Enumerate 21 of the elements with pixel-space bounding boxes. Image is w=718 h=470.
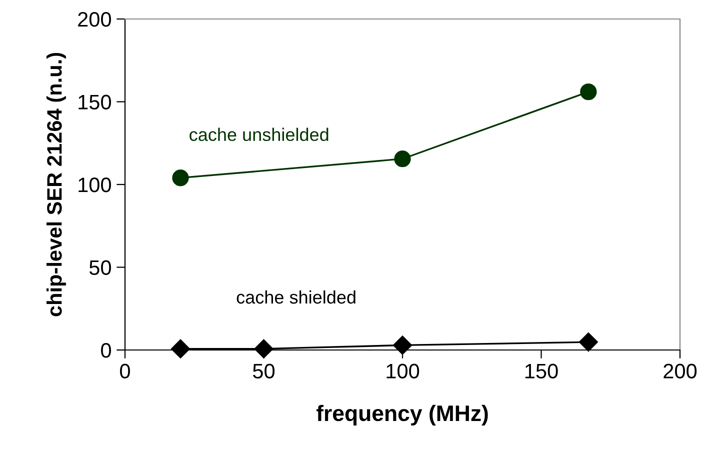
- y-tick-label: 200: [78, 12, 111, 27]
- point: [170, 339, 190, 358]
- point: [394, 150, 411, 168]
- x-tick-label: 100: [386, 364, 420, 378]
- point: [578, 332, 598, 352]
- point: [580, 83, 597, 100]
- x-tick-label: 50: [253, 364, 275, 378]
- point: [254, 339, 274, 358]
- y-tick-label: 150: [78, 94, 111, 110]
- x-tick-label: 150: [525, 364, 558, 378]
- y-tick-label: 100: [78, 178, 111, 192]
- y-tick-label: 0: [101, 343, 111, 358]
- point: [392, 336, 412, 355]
- point: [172, 170, 189, 186]
- y-tick-label: 50: [89, 260, 111, 276]
- y-axis-title: chip-level SER 21264 (n.u.): [46, 52, 66, 316]
- series-label: cache unshielded: [190, 128, 328, 142]
- text: cache shielded: [236, 290, 356, 304]
- x-tick-label: 200: [664, 364, 697, 378]
- x-axis-title: frequency (MHz): [316, 404, 488, 426]
- x-tick-label: 0: [120, 364, 130, 378]
